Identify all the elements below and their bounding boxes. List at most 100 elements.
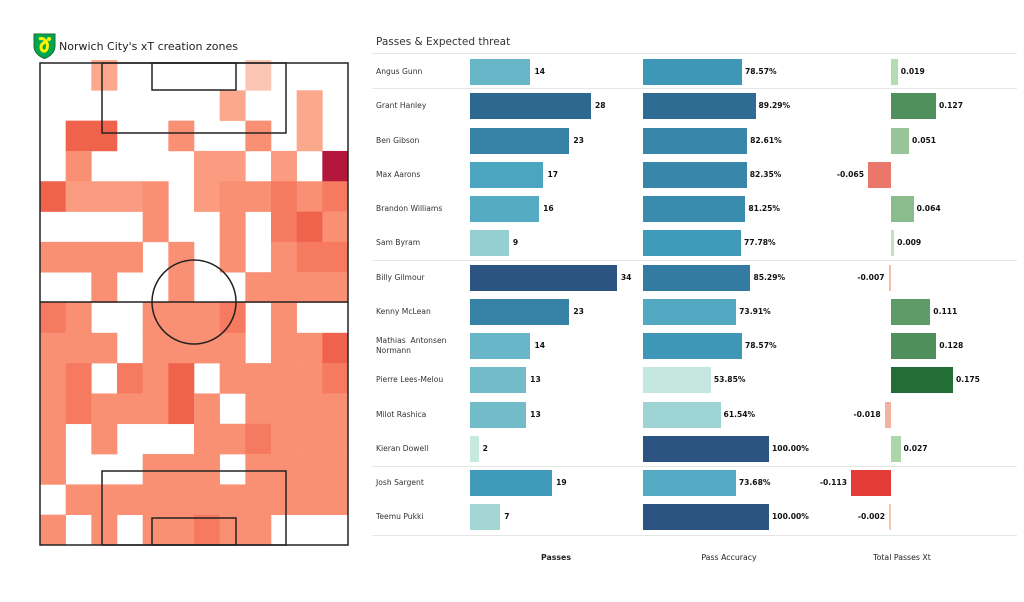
player-name: Billy Gilmour: [376, 272, 425, 282]
heatmap-cell: [322, 150, 349, 182]
heatmap-cell: [91, 241, 118, 273]
heatmap-cell: [194, 484, 220, 515]
xt-bar: [891, 230, 895, 257]
group-separator: [372, 88, 1017, 89]
heatmap-cell: [296, 120, 323, 152]
heatmap-cell: [296, 211, 323, 243]
heatmap-cell: [219, 211, 246, 243]
heatmap-cell: [271, 272, 297, 303]
passes-bar: [470, 230, 509, 257]
pass-accuracy-value: 73.91%: [739, 306, 771, 316]
heatmap-cell: [65, 484, 92, 515]
passes-bar: [470, 333, 531, 359]
passes-value: 23: [573, 135, 584, 145]
heatmap-cell: [65, 150, 92, 182]
passes-bar: [470, 196, 540, 222]
heatmap-cell: [91, 484, 118, 515]
pass-accuracy-value: 81.25%: [748, 204, 781, 213]
heatmap-cell: [194, 514, 220, 546]
heatmap-cell: [245, 272, 272, 303]
passes-bar: [470, 435, 479, 462]
xt-bar: [888, 264, 891, 291]
heatmap-cell: [322, 393, 349, 425]
heatmap-cell: [168, 484, 195, 515]
heatmap-cell: [194, 181, 220, 212]
passes-bar: [470, 401, 527, 428]
heatmap-cell: [245, 120, 272, 152]
heatmap-cell: [117, 484, 143, 515]
pass-accuracy-value: 89.29%: [758, 101, 791, 111]
xt-value: -0.007: [857, 272, 885, 282]
heatmap-cell: [271, 241, 297, 273]
player-name: Max Aarons: [376, 169, 421, 179]
player-name: Kenny McLean: [376, 306, 431, 316]
heatmap-cell: [91, 332, 118, 364]
heatmap-cell: [296, 363, 323, 394]
heatmap-cell: [322, 484, 349, 515]
pass-accuracy-bar: [643, 230, 741, 257]
pass-accuracy-bar: [643, 264, 751, 291]
heatmap-cell: [142, 454, 169, 485]
heatmap-cell: [322, 454, 349, 485]
passes-bar: [470, 470, 553, 496]
club-badge: [33, 33, 56, 60]
passes-value: 17: [547, 169, 559, 179]
column-header-total-passes-xt: Total Passes Xt: [873, 553, 931, 562]
xt-bar: [891, 435, 901, 462]
heatmap-cell: [168, 363, 195, 394]
xt-value: 0.009: [897, 238, 922, 248]
player-name: Grant Hanley: [376, 101, 427, 111]
heatmap-cell: [322, 363, 349, 394]
pass-accuracy-value: 100.00%: [772, 443, 809, 453]
xt-value: 0.175: [955, 375, 980, 385]
player-name: Teemu Pukki: [376, 512, 424, 522]
column-header-pass-accuracy: Pass Accuracy: [701, 553, 757, 562]
heatmap-cell: [245, 514, 272, 546]
heatmap-cell: [271, 181, 297, 212]
heatmap-cell: [142, 484, 169, 515]
heatmap-cell: [271, 423, 297, 455]
group-separator: [372, 535, 1017, 536]
heatmap-cell: [40, 241, 66, 273]
pass-accuracy-value: 100.00%: [772, 512, 809, 522]
pass-accuracy-bar: [643, 196, 746, 222]
player-name: Ben Gibson: [376, 135, 420, 145]
heatmap-cell: [65, 181, 92, 212]
heatmap-cell: [40, 302, 66, 334]
pass-accuracy-bar: [643, 470, 736, 496]
heatmap-cell: [296, 393, 323, 425]
heatmap-cell: [245, 454, 272, 485]
xt-bar: [891, 59, 898, 85]
heatmap-cell: [168, 514, 195, 546]
heatmap-cell: [271, 302, 297, 334]
heatmap-cell: [40, 514, 66, 546]
xt-heatmap-pitch: [39, 60, 349, 546]
heatmap-cell: [142, 393, 169, 425]
heatmap-cell: [219, 90, 246, 121]
pass-accuracy-value: 61.54%: [723, 409, 756, 419]
passes-value: 14: [534, 67, 546, 76]
pass-accuracy-bar: [643, 367, 711, 394]
heatmap-cell: [194, 423, 220, 455]
heatmap-cell: [194, 150, 220, 182]
pass-accuracy-value: 78.57%: [744, 341, 777, 350]
pass-accuracy-bar: [643, 298, 737, 325]
heatmap-cell: [245, 181, 272, 212]
heatmap-cell: [245, 60, 272, 91]
heatmap-cell: [91, 120, 118, 152]
pass-accuracy-bar: [643, 59, 742, 85]
heatmap-cell: [245, 393, 272, 425]
heatmap-cell: [219, 241, 246, 273]
heatmap-cell: [117, 241, 143, 273]
top-six-yard-box: [151, 62, 237, 91]
xt-bar: [891, 127, 910, 154]
player-name: Milot Rashica: [376, 409, 427, 419]
pass-accuracy-bar: [643, 435, 769, 462]
heatmap-title: Norwich City's xT creation zones: [59, 40, 238, 53]
heatmap-cell: [322, 423, 349, 455]
xt-bar: [884, 401, 891, 428]
heatmap-cell: [40, 454, 66, 485]
heatmap-cell: [142, 363, 169, 394]
heatmap-cell: [322, 272, 349, 303]
xt-value: 0.064: [916, 204, 941, 213]
